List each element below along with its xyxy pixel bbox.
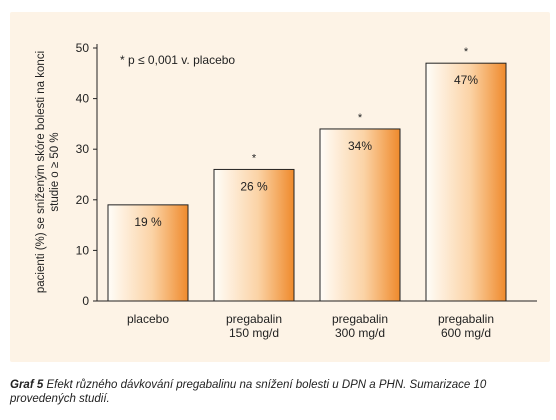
bar: [107, 204, 189, 302]
category-label: placebo: [127, 312, 169, 326]
y-axis-title-line: pacienti (%) se sníženým skóre bolesti n…: [35, 51, 47, 293]
y-tick-label: 0: [82, 294, 89, 308]
category-label-line: pregabalin: [438, 312, 494, 326]
significance-mark: *: [358, 112, 363, 124]
y-axis-title: pacienti (%) se sníženým skóre bolesti n…: [35, 51, 61, 293]
significance-mark: *: [464, 46, 469, 58]
category-label-line: 150 mg/d: [229, 326, 279, 340]
category-label-line: 300 mg/d: [335, 326, 385, 340]
category-label-line: placebo: [127, 312, 169, 326]
category-label: pregabalin 600 mg/d: [438, 312, 494, 340]
y-tick-label: 50: [76, 41, 90, 55]
category-label-line: pregabalin: [226, 312, 282, 326]
y-tick-label: 20: [76, 193, 90, 207]
y-tick-label: 40: [76, 92, 90, 106]
y-axis-label: pacienti (%) se sníženým skóre bolesti n…: [35, 51, 61, 293]
bar-value-label: 34%: [348, 139, 372, 153]
y-tick-label: 10: [76, 243, 90, 257]
bar-chart: pacienti (%) se sníženým skóre bolesti n…: [35, 41, 537, 340]
bar: [319, 128, 401, 302]
caption-text: Efekt různého dávkování pregabalinu na s…: [10, 379, 487, 405]
figure-caption: Graf 5 Efekt různého dávkování pregabali…: [10, 378, 546, 406]
bar-value-label: 47%: [454, 73, 478, 87]
y-tick-label: 30: [76, 142, 90, 156]
bar: [213, 168, 295, 302]
chart-panel: pacienti (%) se sníženým skóre bolesti n…: [10, 12, 550, 362]
category-label-line: pregabalin: [332, 312, 388, 326]
y-axis-title-line: studie o ≥ 50 %: [49, 132, 61, 211]
bar: [425, 62, 507, 302]
significance-mark: *: [252, 152, 257, 164]
significance-annotation: * p ≤ 0,001 v. placebo: [120, 53, 235, 67]
bar-value-label: 26 %: [240, 179, 268, 193]
bar-value-label: 19 %: [134, 215, 162, 229]
category-label: pregabalin 300 mg/d: [332, 312, 388, 340]
category-label: pregabalin 150 mg/d: [226, 312, 282, 340]
bars: [107, 62, 507, 302]
caption-label: Graf 5: [10, 379, 44, 391]
category-label-line: 600 mg/d: [441, 326, 491, 340]
